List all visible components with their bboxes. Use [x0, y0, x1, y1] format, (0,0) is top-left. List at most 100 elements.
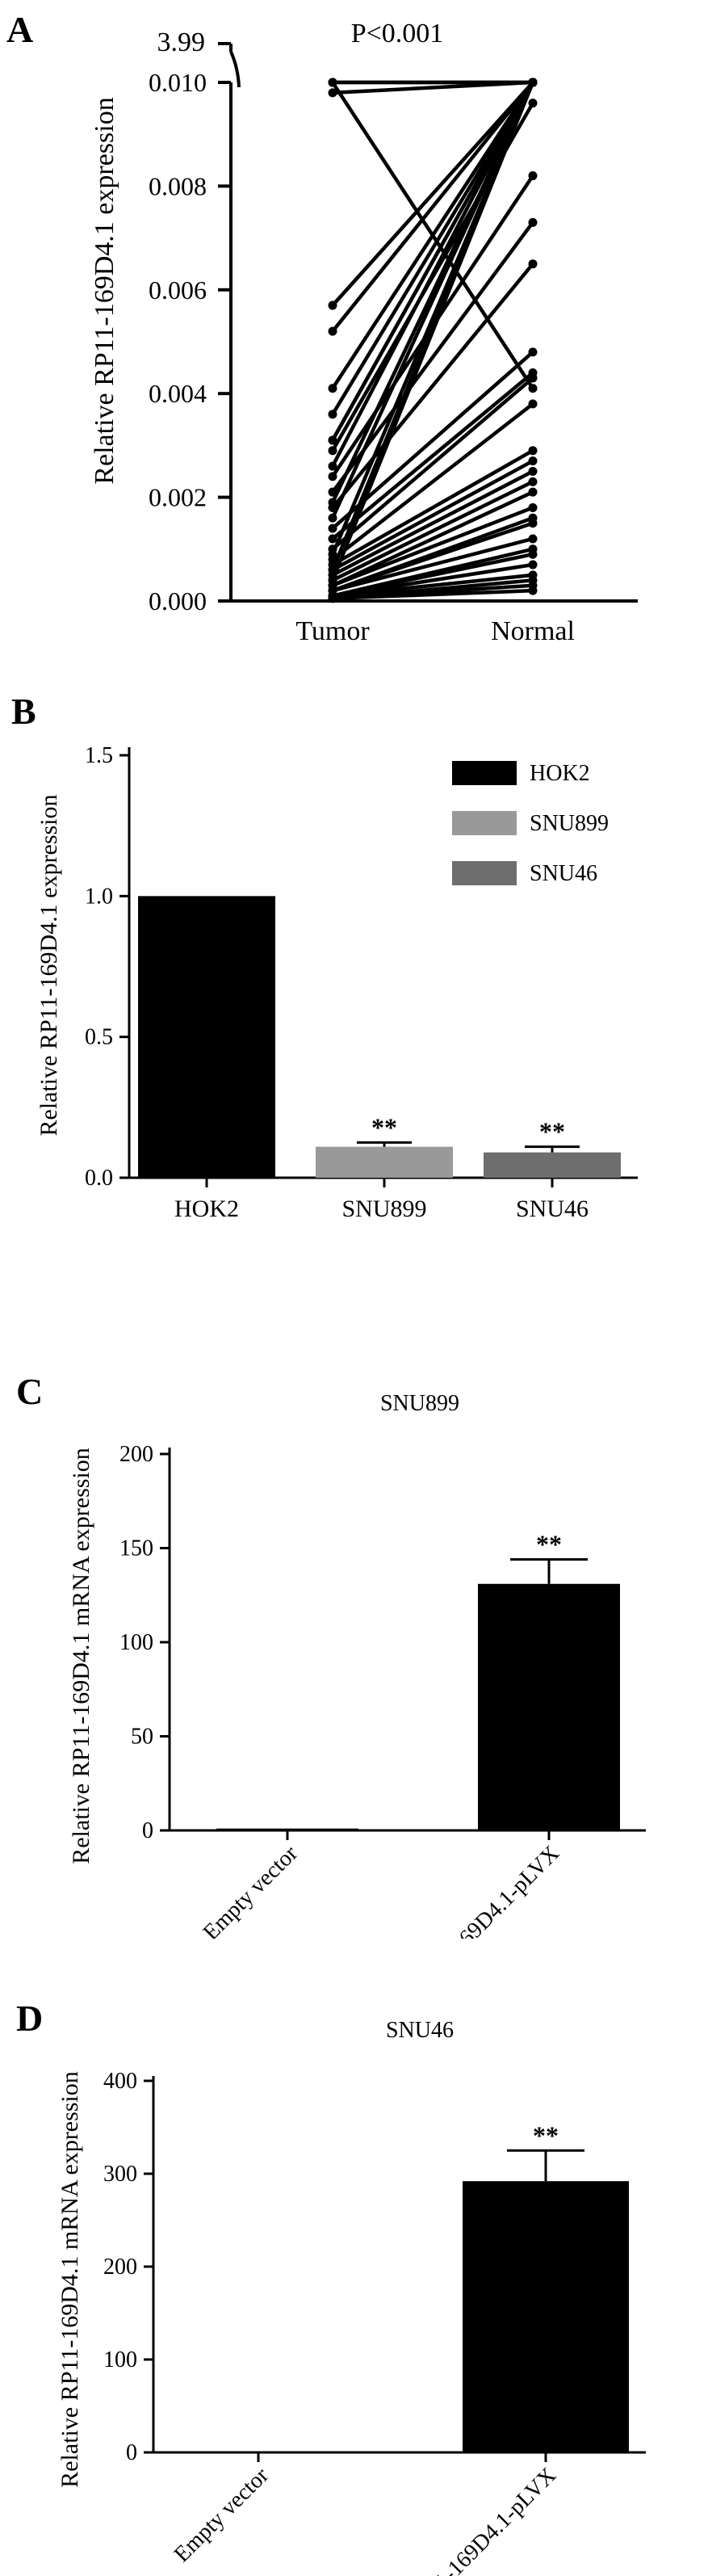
tumor-point — [328, 534, 337, 544]
pair-line — [331, 459, 534, 572]
pair-line — [332, 480, 534, 582]
legend-swatch — [452, 861, 517, 885]
normal-point — [528, 477, 538, 486]
normal-point — [528, 519, 538, 528]
tumor-point — [328, 384, 337, 393]
x-tick-labels: Empty vector RP11-169D4.1-pLVX — [199, 1830, 564, 1939]
chart-title: SNU46 — [386, 2018, 454, 2043]
pair-line — [330, 82, 535, 571]
y-tick-label: 200 — [103, 2255, 137, 2280]
snu899-bar-chart: C SNU899 Relative RP11-169D4.1 mRNA expr… — [16, 1371, 646, 1939]
normal-point — [528, 384, 538, 393]
cell-line-bar-chart: B Relative RP11-169D4.1 expression 0.00.… — [11, 691, 638, 1222]
normal-point — [528, 549, 538, 559]
tumor-point — [328, 410, 337, 419]
panel-label-d: D — [16, 1998, 43, 2039]
y-axis-break-mark — [229, 51, 241, 88]
y-tick-label: 0 — [142, 1818, 153, 1843]
x-tick-labels: HOK2 SNU899 SNU46 — [174, 1178, 589, 1222]
pair-line — [331, 469, 534, 577]
tumor-point — [328, 565, 337, 574]
bar-hok2 — [138, 896, 275, 1178]
bar-empty-vector — [216, 1828, 358, 1830]
y-tick-label: 0.000 — [149, 586, 207, 616]
tumor-point — [328, 435, 337, 445]
y-tick-label: 150 — [119, 1536, 153, 1561]
tumor-point — [328, 513, 337, 523]
panel-label-a: A — [6, 9, 33, 50]
y-tick-label: 400 — [103, 2069, 137, 2094]
tumor-point — [328, 88, 337, 98]
pair-line — [331, 81, 534, 333]
y-tick-label: 0.008 — [149, 171, 207, 200]
panel-b: B Relative RP11-169D4.1 expression 0.0 0.… — [0, 646, 708, 1357]
bars: ** ** — [138, 896, 621, 1178]
pair-line — [331, 81, 534, 468]
pair-line — [332, 573, 534, 598]
pair-line — [332, 506, 534, 587]
x-tick-label: SNU46 — [516, 1196, 589, 1222]
y-axis-label: Relative RP11-169D4.1 mRNA expression — [57, 2071, 83, 2488]
pair-line — [330, 82, 535, 503]
legend-label: SNU46 — [530, 861, 597, 886]
pair-line — [331, 81, 534, 307]
normal-point — [528, 171, 538, 181]
x-tick-label: Empty vector — [199, 1841, 304, 1939]
y-tick-label: 0.006 — [149, 275, 207, 305]
y-tick-label: 0.5 — [85, 1025, 113, 1050]
normal-point — [528, 99, 538, 108]
x-tick-labels: Empty vector RP11-169D4.1-pLVX — [170, 2452, 561, 2576]
normal-point — [528, 399, 538, 409]
normal-point — [528, 467, 538, 476]
y-tick-label: 300 — [103, 2162, 137, 2187]
normal-point — [528, 259, 538, 269]
panel-a: A P<0.001 Relative RP11-169D4.1 expressi… — [0, 0, 708, 646]
pair-line — [331, 263, 534, 509]
x-tick-label: SNU899 — [341, 1196, 426, 1222]
panel-d: D SNU46 Relative RP11-169D4.1 mRNA expre… — [0, 1939, 708, 2576]
pair-line — [331, 81, 534, 442]
significance-marker: ** — [536, 1529, 562, 1558]
normal-point — [528, 78, 538, 87]
y-ticks: 0 100 200 300 400 — [103, 2069, 153, 2465]
tumor-point — [328, 472, 337, 481]
normal-point — [528, 560, 538, 569]
bar-snu46 — [484, 1152, 621, 1178]
legend-label: HOK2 — [530, 761, 590, 786]
normal-point — [528, 456, 538, 466]
x-tick-label: Normal — [491, 616, 575, 646]
pair-line — [332, 536, 534, 593]
y-ticks: 0 50 100 150 200 — [119, 1442, 170, 1843]
tumor-point — [328, 446, 337, 456]
pair-line — [331, 402, 534, 561]
tumor-point — [328, 594, 337, 603]
normal-point — [528, 217, 538, 227]
y-tick-label: 0 — [126, 2440, 137, 2465]
bar-rp11-169d4-1-plvx — [478, 1583, 620, 1830]
significance-marker: ** — [539, 1117, 565, 1146]
normal-point — [528, 446, 538, 456]
legend: HOK2 SNU899 SNU46 — [452, 761, 609, 886]
bars: ** — [175, 2120, 629, 2452]
y-axis-label: Relative RP11-169D4.1 expression — [90, 97, 119, 484]
panel-c: C SNU899 Relative RP11-169D4.1 mRNA expr… — [0, 1357, 708, 1939]
significance-marker: ** — [533, 2120, 559, 2149]
y-axis-label: Relative RP11-169D4.1 expression — [36, 794, 62, 1136]
pair-line — [331, 371, 534, 540]
x-tick-label: HOK2 — [174, 1196, 239, 1222]
normal-point — [528, 534, 538, 544]
pair-line — [332, 588, 534, 601]
y-tick-label: 1.5 — [85, 743, 113, 768]
legend-swatch — [452, 811, 517, 835]
legend-swatch — [452, 761, 517, 785]
pair-line — [331, 81, 534, 416]
y-tick-label: 0.010 — [149, 68, 207, 97]
paired-lines — [328, 78, 538, 603]
pair-line — [332, 490, 534, 587]
x-tick-label: RP11-169D4.1-pLVX — [403, 2463, 561, 2576]
tumor-point — [328, 523, 337, 533]
bar-snu899 — [316, 1146, 453, 1178]
normal-point — [528, 347, 538, 357]
normal-point — [528, 586, 538, 595]
normal-point — [528, 373, 538, 383]
